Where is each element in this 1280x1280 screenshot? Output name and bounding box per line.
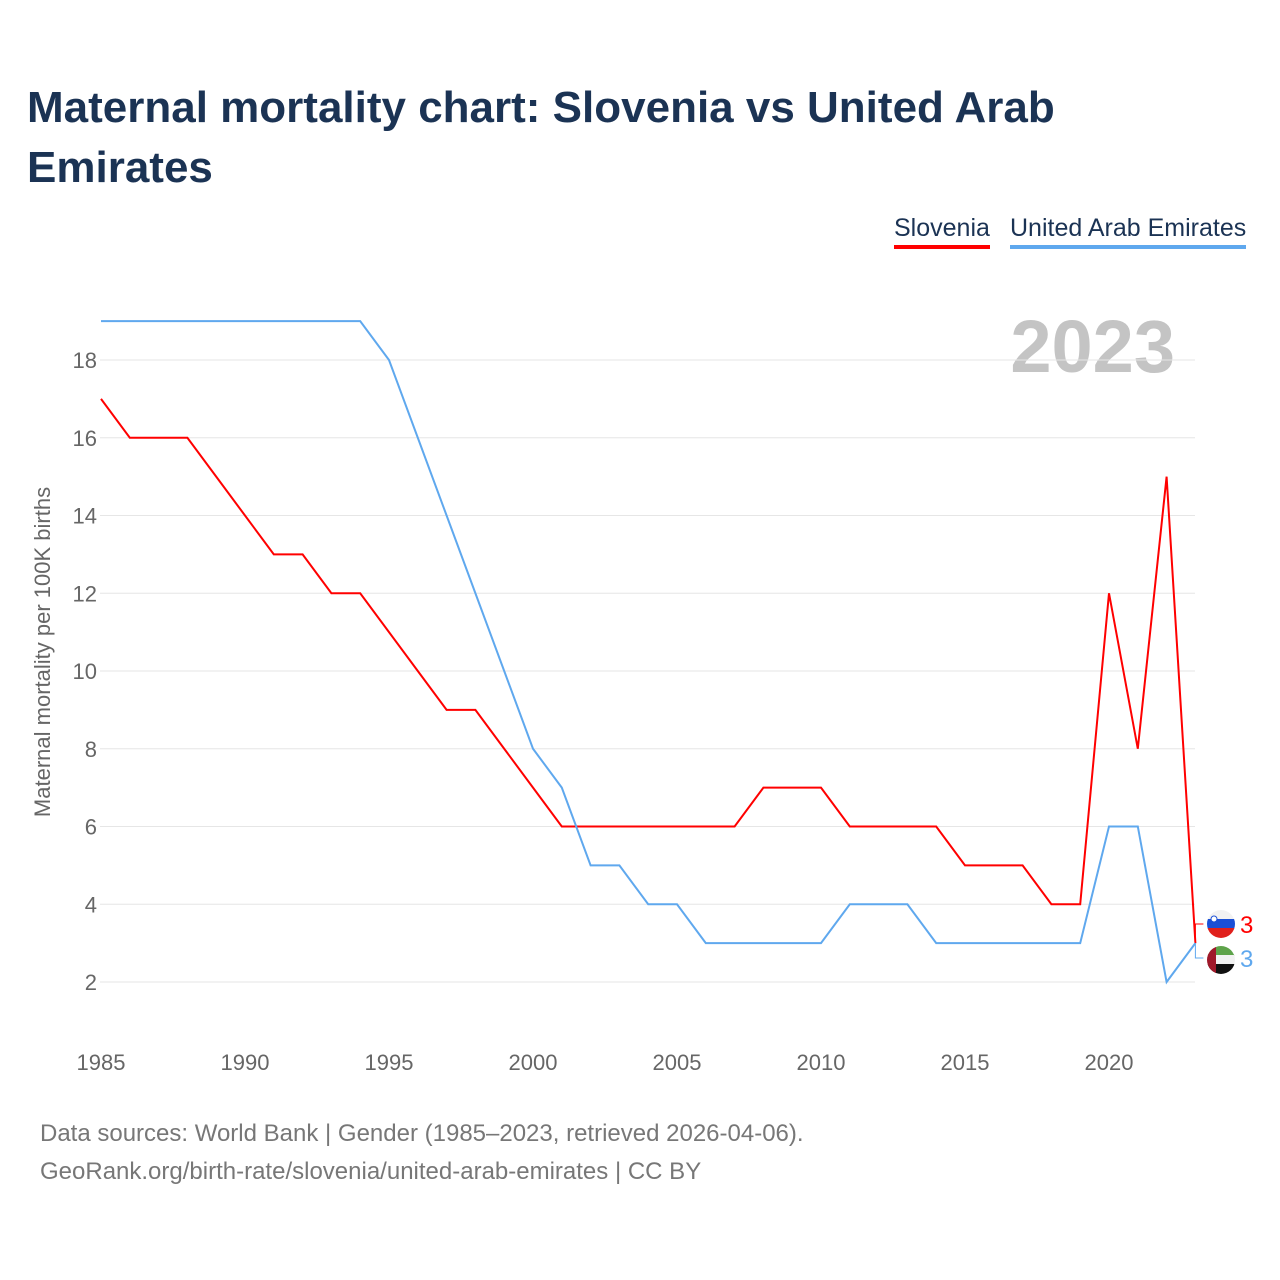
y-axis-label: Maternal mortality per 100K births bbox=[30, 487, 55, 817]
series-line-uae bbox=[101, 320, 1197, 985]
y-tick-label: 6 bbox=[85, 815, 97, 840]
x-tick-label: 1990 bbox=[221, 1050, 270, 1075]
y-tick-label: 16 bbox=[73, 426, 97, 451]
x-tick-label: 2000 bbox=[509, 1050, 558, 1075]
year-watermark: 2023 bbox=[1010, 305, 1175, 388]
end-value-label: 3 bbox=[1240, 912, 1253, 939]
legend-slovenia[interactable]: Slovenia bbox=[894, 214, 990, 249]
y-tick-label: 14 bbox=[73, 504, 97, 529]
y-tick-label: 10 bbox=[73, 659, 97, 684]
y-tick-label: 2 bbox=[85, 970, 97, 995]
footer-sources: Data sources: World Bank | Gender (1985–… bbox=[40, 1120, 804, 1147]
y-tick-label: 4 bbox=[85, 892, 97, 917]
x-tick-label: 2010 bbox=[797, 1050, 846, 1075]
y-tick-label: 12 bbox=[73, 581, 97, 606]
footer-url[interactable]: GeoRank.org/birth-rate/slovenia/united-a… bbox=[40, 1158, 702, 1185]
end-connector bbox=[1194, 943, 1204, 959]
uae-flag-icon bbox=[1207, 946, 1235, 974]
end-value-label: 3 bbox=[1240, 946, 1253, 973]
legend-uae[interactable]: United Arab Emirates bbox=[1010, 214, 1247, 249]
x-tick-label: 1995 bbox=[365, 1050, 414, 1075]
y-tick-label: 8 bbox=[85, 737, 97, 762]
slovenia-flag-icon bbox=[1207, 910, 1235, 938]
chart-title: Maternal mortality chart: Slovenia vs Un… bbox=[27, 83, 1055, 192]
x-tick-label: 2015 bbox=[941, 1050, 990, 1075]
x-tick-label: 1985 bbox=[77, 1050, 126, 1075]
end-connector bbox=[1194, 923, 1204, 944]
x-tick-label: 2005 bbox=[653, 1050, 702, 1075]
x-tick-label: 2020 bbox=[1085, 1050, 1134, 1075]
series-line-slovenia bbox=[100, 398, 1197, 944]
y-tick-label: 18 bbox=[73, 348, 97, 373]
